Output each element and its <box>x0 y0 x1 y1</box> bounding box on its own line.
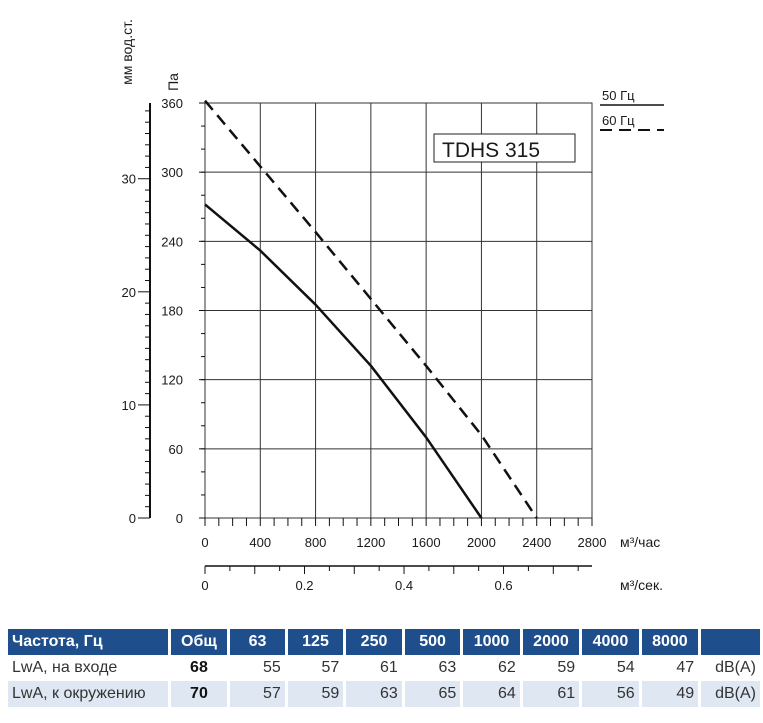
y-tick-label: 120 <box>161 373 183 388</box>
m3s-tick-label: 0.2 <box>295 578 313 593</box>
mm-tick-label: 20 <box>122 285 136 300</box>
table-header-row: Частота, Гц Общ 63 125 250 500 1000 2000 4000 800… <box>8 629 763 655</box>
curve-60hz <box>204 99 538 519</box>
row-value: 59 <box>521 655 583 681</box>
x-tick-label: 0 <box>201 535 208 550</box>
axes <box>138 102 593 574</box>
row-unit: dB(A) <box>699 681 763 707</box>
tick-labels: 0 400 800 1200 1600 2000 2400 28000601201802403… <box>122 96 607 593</box>
row-value: 54 <box>580 655 642 681</box>
header-cell: 250 <box>344 629 405 655</box>
row-value: 63 <box>344 681 405 707</box>
row-value: 65 <box>403 681 464 707</box>
curve-50hz <box>204 203 483 519</box>
header-cell: 4000 <box>580 629 642 655</box>
legend-label-60hz: 60 Гц <box>602 113 635 128</box>
m3s-tick-label: 0.6 <box>495 578 513 593</box>
y-tick-label: 240 <box>161 234 183 249</box>
x-tick-label: 800 <box>305 535 327 550</box>
header-cell: 63 <box>228 629 288 655</box>
header-cell: Общ <box>169 629 231 655</box>
header-cell: 1000 <box>461 629 523 655</box>
row-value: 57 <box>228 681 288 707</box>
mm-tick-label: 30 <box>122 172 136 187</box>
x-tick-label: 2000 <box>467 535 496 550</box>
header-cell: 125 <box>286 629 347 655</box>
row-value: 61 <box>521 681 583 707</box>
header-cell: 8000 <box>640 629 702 655</box>
y-tick-label: 300 <box>161 165 183 180</box>
y-tick-label: 60 <box>169 442 183 457</box>
fan-performance-chart: 0 400 800 1200 1600 2000 2400 28000601201802403… <box>119 19 664 593</box>
y-axis-label-mm: мм вод.ст. <box>119 19 135 85</box>
row-value: 47 <box>640 655 702 681</box>
y-tick-label: 180 <box>161 304 183 319</box>
x-tick-label: 400 <box>249 535 271 550</box>
header-cell <box>699 629 763 655</box>
header-label: Частота, Гц <box>8 629 171 655</box>
row-value: 55 <box>228 655 288 681</box>
x-tick-label: 1600 <box>412 535 441 550</box>
curves <box>204 99 538 519</box>
x-axis-label-m3s: м³/сек. <box>620 577 663 593</box>
row-value: 59 <box>286 681 347 707</box>
table-row: LwA, на входе 68 55 57 61 63 62 59 54 47 dB(A) <box>8 655 763 681</box>
row-value: 57 <box>286 655 347 681</box>
model-label: TDHS 315 <box>442 139 540 162</box>
mm-tick-label: 0 <box>129 511 136 526</box>
row-value: 49 <box>640 681 702 707</box>
x-tick-label: 2800 <box>578 535 607 550</box>
row-total: 68 <box>169 655 231 681</box>
row-unit: dB(A) <box>699 655 763 681</box>
table-body: LwA, на входе 68 55 57 61 63 62 59 54 47 dB(A) LwA,… <box>8 655 763 707</box>
model-label-box <box>433 133 576 163</box>
mm-tick-label: 10 <box>122 398 136 413</box>
row-value: 56 <box>580 681 642 707</box>
noise-table: Частота, Гц Общ 63 125 250 500 1000 2000 4000 800… <box>8 629 763 707</box>
row-value: 64 <box>461 681 523 707</box>
row-value: 62 <box>461 655 523 681</box>
table-row: LwA, к окружению 70 57 59 63 65 64 61 56 49 dB(A) <box>8 681 763 707</box>
header-cell: 2000 <box>521 629 583 655</box>
m3s-tick-label: 0.4 <box>395 578 413 593</box>
y-axis-label-pa: Па <box>165 73 181 91</box>
y-tick-label: 0 <box>176 511 183 526</box>
x-axis-label-m3h: м³/час <box>620 534 660 550</box>
header-cell: 500 <box>403 629 464 655</box>
row-value: 63 <box>403 655 464 681</box>
row-total: 70 <box>169 681 231 707</box>
row-value: 61 <box>344 655 405 681</box>
legend-label-50hz: 50 Гц <box>602 88 635 103</box>
grid <box>204 102 593 519</box>
x-tick-label: 1200 <box>356 535 385 550</box>
m3s-tick-label: 0 <box>201 578 208 593</box>
x-tick-label: 2400 <box>522 535 551 550</box>
row-label: LwA, к окружению <box>8 681 171 707</box>
row-label: LwA, на входе <box>8 655 171 681</box>
y-tick-label: 360 <box>161 96 183 111</box>
